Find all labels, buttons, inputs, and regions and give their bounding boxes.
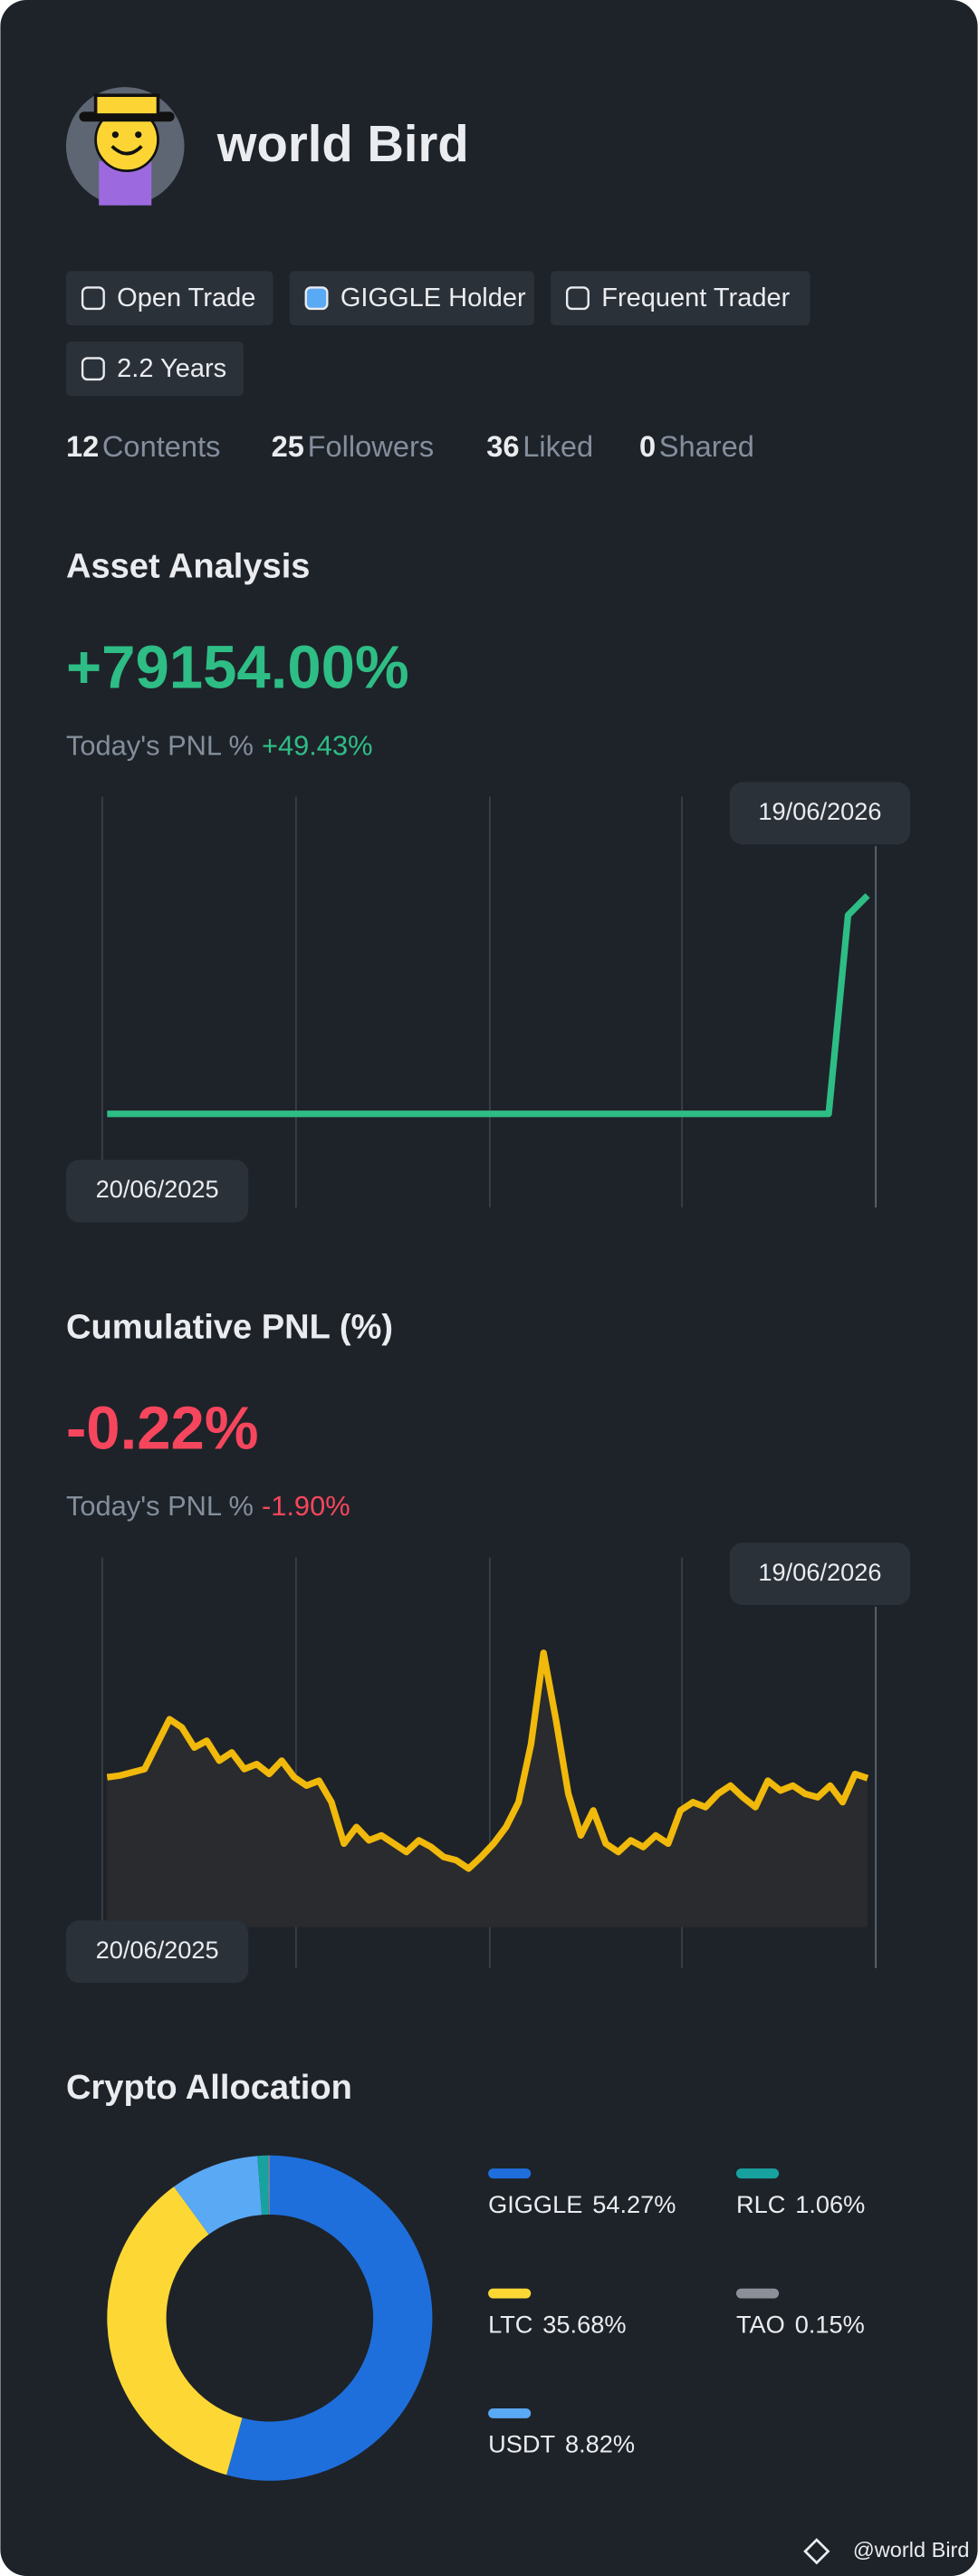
legend-value: 0.15% [795,2310,865,2338]
today-label: Today's PNL % [66,729,254,761]
legend-swatch [735,2168,780,2179]
legend-swatch [735,2288,780,2299]
legend-entry: USDT 8.82% [488,2430,635,2458]
stat: 25 Followers [272,429,435,463]
badge-label: Frequent Trader [601,284,790,312]
pnl-line [107,893,870,1118]
today-value: -1.90% [262,1490,350,1522]
legend-name: RLC [736,2190,785,2218]
pnl-line [106,1649,869,1872]
headline-value: -0.22% [66,1394,259,1462]
badge-bg [65,341,244,397]
badge-icon [81,357,105,381]
section-title: Asset Analysis [66,548,311,586]
donut-segment [107,2187,243,2475]
today-label: Today's PNL % [66,1490,254,1522]
legend-name: TAO [736,2310,785,2338]
start-date: 20/06/2025 [96,1175,219,1203]
badge-bg [551,271,810,326]
section-title: Cumulative PNL (%) [66,1308,393,1346]
badge-label: 2.2 Years [117,354,226,383]
section-title: Crypto Allocation [66,2069,352,2107]
donut-segment [226,2155,433,2481]
donut-segment [268,2155,270,2215]
today-pnl: Today's PNL % +49.43% [66,729,373,761]
headline-value: +79154.00% [66,634,409,702]
stat: 0 Shared [639,429,754,463]
stat-value: 12 [66,429,99,463]
badge-icon [81,286,105,311]
badge-icon [565,286,590,311]
profile-name: world Bird [216,115,469,172]
stat-label: Liked [523,429,593,463]
legend-value: 54.27% [592,2190,676,2218]
end-date-box [729,782,911,845]
badge-label: GIGGLE Holder [340,284,526,312]
badge-label: Open Trade [117,284,255,312]
legend-value: 8.82% [565,2430,635,2458]
start-date-box [65,1159,249,1223]
avatar [65,87,185,206]
area-fill [107,1652,868,1927]
today-value: +49.43% [262,729,373,761]
legend-value: 1.06% [795,2190,865,2218]
end-date: 19/06/2026 [758,797,881,825]
stat-label: Contents [102,429,221,463]
stat-value: 0 [639,429,656,463]
today-pnl: Today's PNL % -1.90% [66,1490,350,1522]
legend-swatch [488,2288,532,2299]
stat-value: 36 [486,429,519,463]
stat-label: Followers [308,429,435,463]
legend-name: USDT [488,2430,555,2458]
legend-name: GIGGLE [488,2190,582,2218]
start-date-box [65,1920,249,1984]
stat: 36 Liked [486,429,593,463]
legend-entry: RLC 1.06% [736,2190,865,2218]
badge-bg [289,271,534,326]
stat: 12 Contents [66,429,221,463]
donut-segment [257,2155,269,2216]
start-date: 20/06/2025 [96,1936,219,1964]
legend-name: LTC [488,2310,532,2338]
stat-value: 25 [272,429,304,463]
legend-value: 35.68% [542,2310,626,2338]
end-date: 19/06/2026 [758,1558,881,1586]
legend-swatch [488,2408,532,2418]
stat-label: Shared [659,429,754,463]
logo-icon [803,2538,830,2565]
badge-bg [65,271,273,326]
legend-swatch [488,2168,532,2179]
legend-entry: TAO 0.15% [736,2310,865,2338]
donut-segment [174,2156,263,2235]
end-date-box [729,1543,911,1606]
legend-entry: GIGGLE 54.27% [488,2190,676,2218]
footer-handle: @world Bird [853,2538,970,2562]
legend-entry: LTC 35.68% [488,2310,626,2338]
badge-icon [304,286,329,311]
